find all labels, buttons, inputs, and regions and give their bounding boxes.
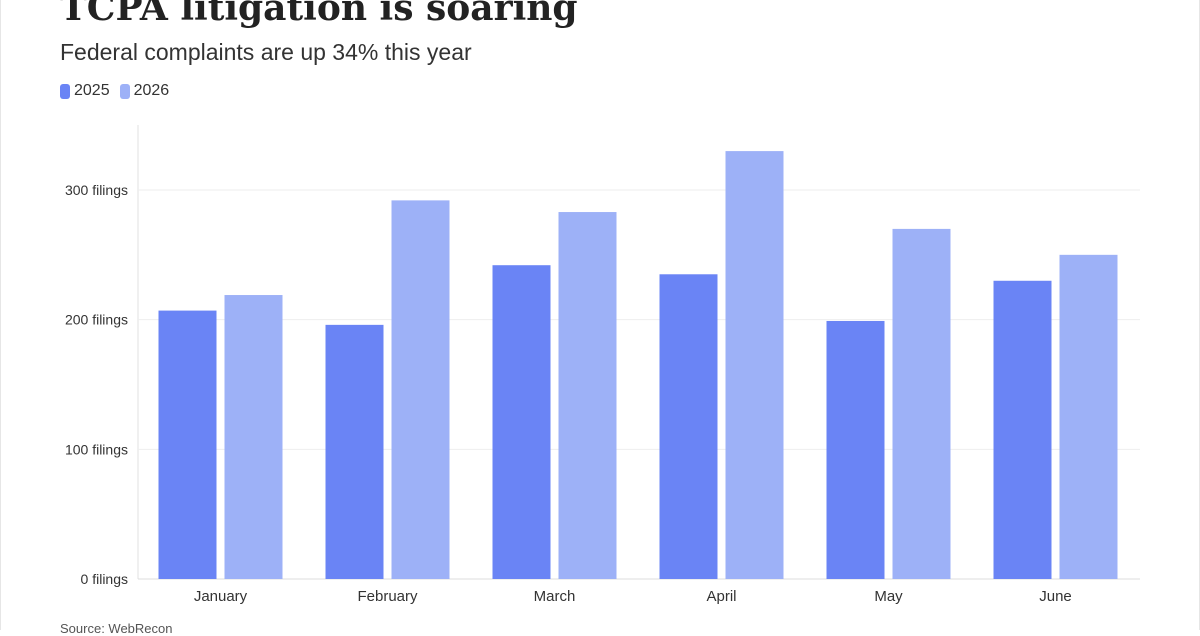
y-tick-label-0: 0 filings xyxy=(81,571,128,587)
x-tick-label-june: June xyxy=(1039,588,1072,605)
x-tick-label-january: January xyxy=(194,588,248,605)
x-tick-label-march: March xyxy=(534,588,576,605)
bar-2025-april xyxy=(659,274,718,579)
bar-2026-january xyxy=(224,295,283,579)
source-note: Source: WebRecon xyxy=(60,621,173,636)
frame-left-border xyxy=(0,0,1,630)
bar-2026-march xyxy=(558,212,617,579)
bar-2026-june xyxy=(1059,254,1118,580)
legend-item-2025: 2025 xyxy=(60,82,110,100)
legend-item-2026: 2026 xyxy=(119,82,170,100)
bar-2026-february xyxy=(391,200,450,579)
x-tick-label-may: May xyxy=(874,588,903,605)
y-tick-label-100: 100 filings xyxy=(65,441,128,457)
bar-2025-february xyxy=(325,324,384,579)
chart-subtitle: Federal complaints are up 34% this year xyxy=(60,39,472,65)
legend-label-2026: 2026 xyxy=(133,82,170,99)
y-tick-label-300: 300 filings xyxy=(65,182,128,198)
bar-2025-may xyxy=(826,320,885,579)
bar-2025-march xyxy=(492,265,551,579)
chart-title: TCPA litigation is soaring xyxy=(60,0,578,29)
y-tick-label-200: 200 filings xyxy=(65,312,128,328)
bar-2026-may xyxy=(892,228,951,579)
x-tick-label-february: February xyxy=(357,588,418,605)
legend-swatch-2026 xyxy=(119,83,130,99)
legend-swatch-2025 xyxy=(60,83,70,99)
x-tick-label-april: April xyxy=(706,588,736,605)
bar-2026-april xyxy=(725,151,784,579)
bar-2025-january xyxy=(158,310,217,579)
legend: 2025 2026 xyxy=(60,82,169,100)
legend-label-2025: 2025 xyxy=(74,82,110,99)
bar-2025-june xyxy=(993,280,1052,579)
